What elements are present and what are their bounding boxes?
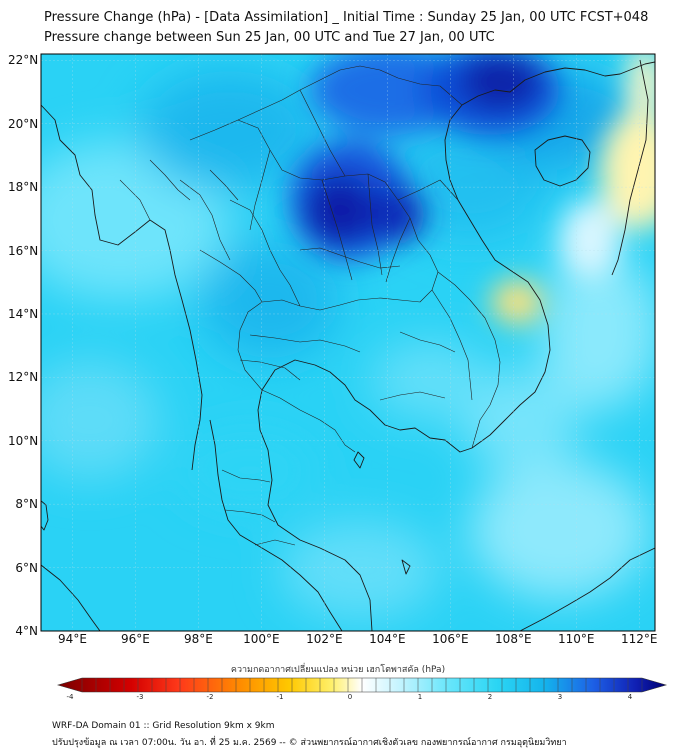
coastlines <box>41 59 655 631</box>
lon-tick-label: 98°E <box>183 632 213 646</box>
colorbar-tick-label: 2 <box>487 693 493 701</box>
phu-quoc <box>353 451 365 469</box>
colorbar-tick-label: -4 <box>66 693 74 701</box>
lat-tick-label: 22°N <box>8 53 39 68</box>
lon-tick-label: 96°E <box>121 632 150 646</box>
colorbar-tick-label: 3 <box>557 693 563 701</box>
colorbar-tick-label: -3 <box>136 693 144 701</box>
lat-tick-label: 12°N <box>8 370 39 385</box>
lon-tick-label: 112°E <box>621 632 658 646</box>
peninsula-east <box>257 389 373 631</box>
lat-tick-label: 18°N <box>8 180 39 195</box>
colorbar-title: ความกดอากาศเปลี่ยนแปลง หน่วย เฮกโตพาสคัล… <box>230 665 446 675</box>
lat-tick-label: 8°N <box>15 497 38 512</box>
colorbar <box>56 677 668 693</box>
footer-update-info: ปรับปรุงข้อมูล ณ เวลา 07:00น. วัน อา. ที… <box>52 738 567 748</box>
colorbar-tick-label: 0 <box>347 693 353 701</box>
lon-tick-label: 104°E <box>369 632 406 646</box>
anambas <box>401 559 411 575</box>
lon-tick-label: 108°E <box>495 632 532 646</box>
peninsula-west <box>209 419 343 631</box>
map-frame <box>40 53 656 632</box>
lat-tick-label: 14°N <box>8 306 39 321</box>
lat-tick-label: 6°N <box>15 560 38 575</box>
map-title: Pressure Change (hPa) - [Data Assimilati… <box>44 10 649 25</box>
colorbar-tick-label: 1 <box>417 693 423 701</box>
map-subtitle: Pressure change between Sun 25 Jan, 00 U… <box>44 30 495 45</box>
lon-tick-label: 100°E <box>243 632 280 646</box>
footer-model-info: WRF-DA Domain 01 :: Grid Resolution 9km … <box>52 721 275 731</box>
borneo-north <box>519 547 655 631</box>
gulf-of-thailand <box>261 359 473 453</box>
lon-tick-label: 106°E <box>432 632 469 646</box>
graticule <box>41 54 655 631</box>
lon-tick-label: 110°E <box>558 632 595 646</box>
colorbar-tick-label: -2 <box>206 693 214 701</box>
admin-borders <box>119 65 501 546</box>
vietnam-coast <box>444 61 655 449</box>
colorbar-tick-label: 4 <box>627 693 633 701</box>
lat-tick-label: 4°N <box>15 624 38 638</box>
lat-tick-label: 20°N <box>8 116 39 131</box>
hainan <box>534 135 591 187</box>
lon-tick-label: 102°E <box>306 632 343 646</box>
sumatra <box>41 564 101 631</box>
lat-tick-label: 10°N <box>8 433 39 448</box>
colorbar-tick-label: -1 <box>276 693 284 701</box>
pressure-field <box>41 54 655 631</box>
lon-tick-label: 94°E <box>58 632 87 646</box>
luzon <box>611 59 649 276</box>
lat-tick-label: 16°N <box>8 243 39 258</box>
